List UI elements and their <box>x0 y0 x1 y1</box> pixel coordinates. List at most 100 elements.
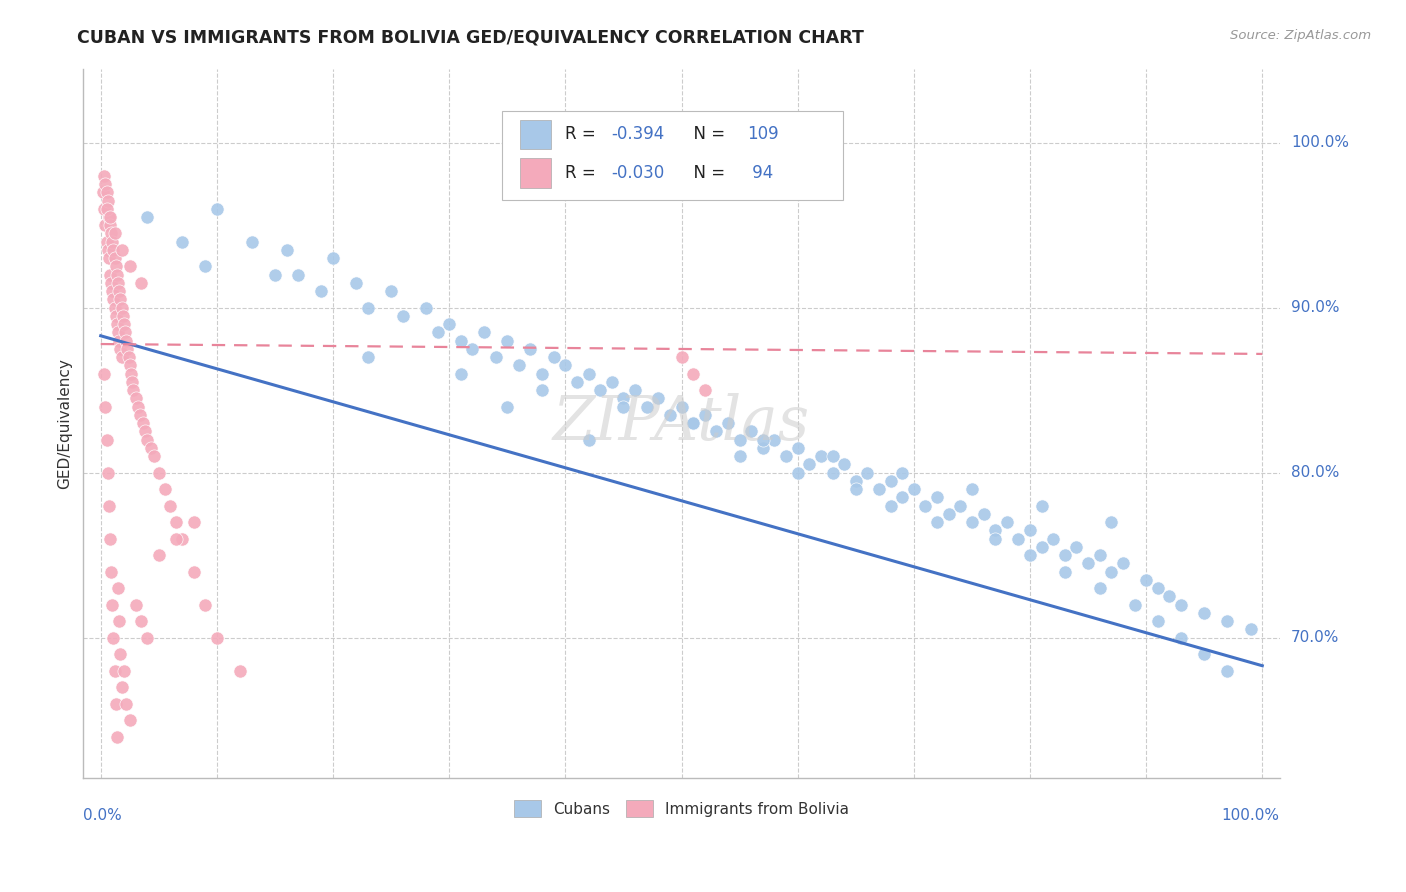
Point <box>740 425 762 439</box>
Point <box>391 309 413 323</box>
Point <box>107 276 129 290</box>
Point <box>105 268 128 282</box>
Text: 100.0%: 100.0% <box>1291 136 1348 150</box>
Point <box>960 515 983 529</box>
Point <box>94 177 117 191</box>
Point <box>183 565 205 579</box>
Point <box>118 713 141 727</box>
Text: R =: R = <box>565 126 602 144</box>
Point <box>938 507 960 521</box>
Point <box>101 285 124 299</box>
Point <box>554 359 576 373</box>
Point <box>111 243 134 257</box>
Point <box>415 301 437 315</box>
Point <box>94 400 117 414</box>
Point <box>1077 557 1099 571</box>
Text: 109: 109 <box>748 126 779 144</box>
Point <box>287 268 309 282</box>
Point <box>165 515 187 529</box>
Point <box>1053 548 1076 562</box>
Point <box>472 326 495 340</box>
Point <box>717 416 740 430</box>
Point <box>131 276 153 290</box>
Point <box>531 367 554 381</box>
Point <box>104 301 127 315</box>
Point <box>1088 581 1111 595</box>
Point <box>194 260 217 274</box>
Point <box>120 367 142 381</box>
Point <box>96 433 118 447</box>
Point <box>543 350 565 364</box>
Point <box>1019 524 1042 538</box>
Text: 0.0%: 0.0% <box>83 808 122 823</box>
Point <box>108 285 131 299</box>
Point <box>821 449 844 463</box>
Point <box>97 194 120 208</box>
Point <box>879 474 901 488</box>
Point <box>752 433 775 447</box>
Point <box>1192 647 1215 661</box>
Point <box>682 416 704 430</box>
Point <box>117 350 139 364</box>
Point <box>973 507 995 521</box>
Point <box>100 565 122 579</box>
Point <box>357 350 380 364</box>
Legend: Cubans, Immigrants from Bolivia: Cubans, Immigrants from Bolivia <box>508 794 855 823</box>
Point <box>98 268 121 282</box>
Text: N =: N = <box>683 164 730 182</box>
Point <box>1170 598 1192 612</box>
Point <box>118 260 141 274</box>
Point <box>115 697 138 711</box>
Point <box>775 449 797 463</box>
Point <box>578 433 600 447</box>
Point <box>98 219 121 233</box>
Point <box>129 408 152 422</box>
Text: 80.0%: 80.0% <box>1291 466 1339 480</box>
Point <box>984 532 1007 546</box>
Point <box>1146 614 1168 628</box>
Point <box>437 317 460 331</box>
Point <box>531 383 554 397</box>
Text: 100.0%: 100.0% <box>1222 808 1279 823</box>
Point <box>108 334 131 348</box>
Point <box>105 730 128 744</box>
Point <box>117 342 139 356</box>
Point <box>148 466 170 480</box>
Point <box>121 375 143 389</box>
Point <box>159 499 181 513</box>
Point <box>112 664 135 678</box>
Point <box>925 515 948 529</box>
Point <box>103 293 125 307</box>
Point <box>105 317 128 331</box>
Point <box>136 210 159 224</box>
Point <box>1146 581 1168 595</box>
Point <box>1170 631 1192 645</box>
Point <box>671 400 693 414</box>
Point <box>107 326 129 340</box>
Point <box>832 458 855 472</box>
Point <box>960 482 983 496</box>
Point <box>93 367 115 381</box>
Point <box>97 252 120 266</box>
Point <box>728 449 751 463</box>
Text: 90.0%: 90.0% <box>1291 301 1340 315</box>
Point <box>110 342 132 356</box>
Point <box>194 598 217 612</box>
Point <box>1088 548 1111 562</box>
Point <box>94 219 117 233</box>
Text: -0.394: -0.394 <box>612 126 664 144</box>
Point <box>98 210 121 224</box>
Point <box>995 515 1018 529</box>
Point <box>1135 573 1157 587</box>
Point <box>122 383 145 397</box>
Point <box>124 392 146 406</box>
Point <box>1192 606 1215 620</box>
Point <box>96 186 118 200</box>
Point <box>658 408 681 422</box>
Point <box>112 317 135 331</box>
Point <box>276 243 298 257</box>
Point <box>1099 565 1122 579</box>
Point <box>139 441 162 455</box>
Point <box>612 400 634 414</box>
Point <box>357 301 380 315</box>
